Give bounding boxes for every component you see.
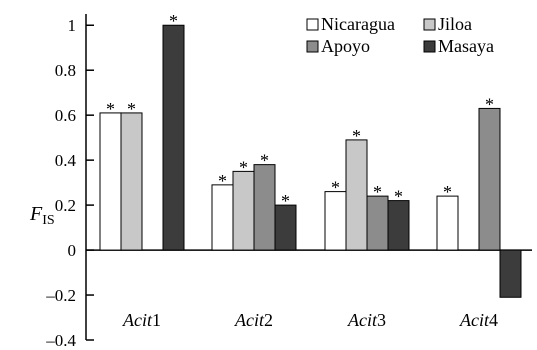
legend-label: Jiloa — [438, 14, 472, 34]
significance-label: * — [281, 191, 290, 211]
bar — [345, 139, 368, 251]
significance-label: * — [352, 126, 361, 146]
significance-label: * — [169, 11, 178, 31]
y-axis-label: FIS — [29, 203, 55, 228]
legend-swatch — [423, 40, 436, 53]
category-label: Acit3 — [347, 310, 386, 330]
bar — [274, 204, 297, 251]
data-labels: * * * * * * * * * * * * * — [106, 11, 494, 211]
y-tick-label: 0.2 — [55, 196, 76, 215]
significance-label: * — [485, 94, 494, 114]
bar — [324, 191, 347, 251]
bar — [366, 195, 389, 251]
bars — [99, 24, 522, 298]
legend-swatch — [306, 18, 319, 31]
y-axis-label-main: F — [29, 203, 43, 225]
y-tick-label: 1 — [68, 16, 77, 35]
significance-label: * — [394, 187, 403, 207]
bar — [387, 200, 410, 251]
category-label: Acit2 — [234, 310, 273, 330]
significance-label: * — [127, 99, 136, 119]
significance-label: * — [239, 157, 248, 177]
significance-label: * — [218, 171, 227, 191]
bar — [120, 112, 143, 251]
category-label: Acit4 — [459, 310, 498, 330]
significance-label: * — [260, 151, 269, 171]
y-axis-label-sub: IS — [42, 213, 54, 228]
bar — [162, 24, 185, 251]
y-tick-label: 0.4 — [55, 151, 77, 170]
legend: Nicaragua Jiloa Apoyo Masaya — [306, 14, 494, 56]
axes: –0.4 –0.2 0 0.2 0.4 0.6 0.8 1 — [45, 14, 532, 350]
category-labels: Acit1 Acit2 Acit3 Acit4 — [122, 310, 498, 330]
y-tick-label: 0.8 — [55, 61, 76, 80]
legend-label: Nicaragua — [321, 14, 395, 34]
legend-label: Masaya — [438, 36, 494, 56]
legend-swatch — [306, 40, 319, 53]
y-tick-label: 0.6 — [55, 106, 76, 125]
significance-label: * — [106, 99, 115, 119]
bar — [211, 184, 234, 251]
significance-label: * — [331, 178, 340, 198]
legend-label: Apoyo — [321, 36, 370, 56]
bar — [478, 107, 501, 251]
bar — [232, 170, 255, 251]
y-tick-label: 0 — [68, 241, 77, 260]
bar — [499, 249, 522, 298]
bar — [253, 164, 276, 251]
legend-swatch — [423, 18, 436, 31]
y-tick-label: –0.4 — [45, 331, 76, 350]
significance-label: * — [373, 182, 382, 202]
bar — [99, 112, 122, 251]
significance-label: * — [443, 182, 452, 202]
y-tick-label: –0.2 — [45, 286, 76, 305]
bar — [436, 195, 459, 251]
category-label: Acit1 — [122, 310, 161, 330]
